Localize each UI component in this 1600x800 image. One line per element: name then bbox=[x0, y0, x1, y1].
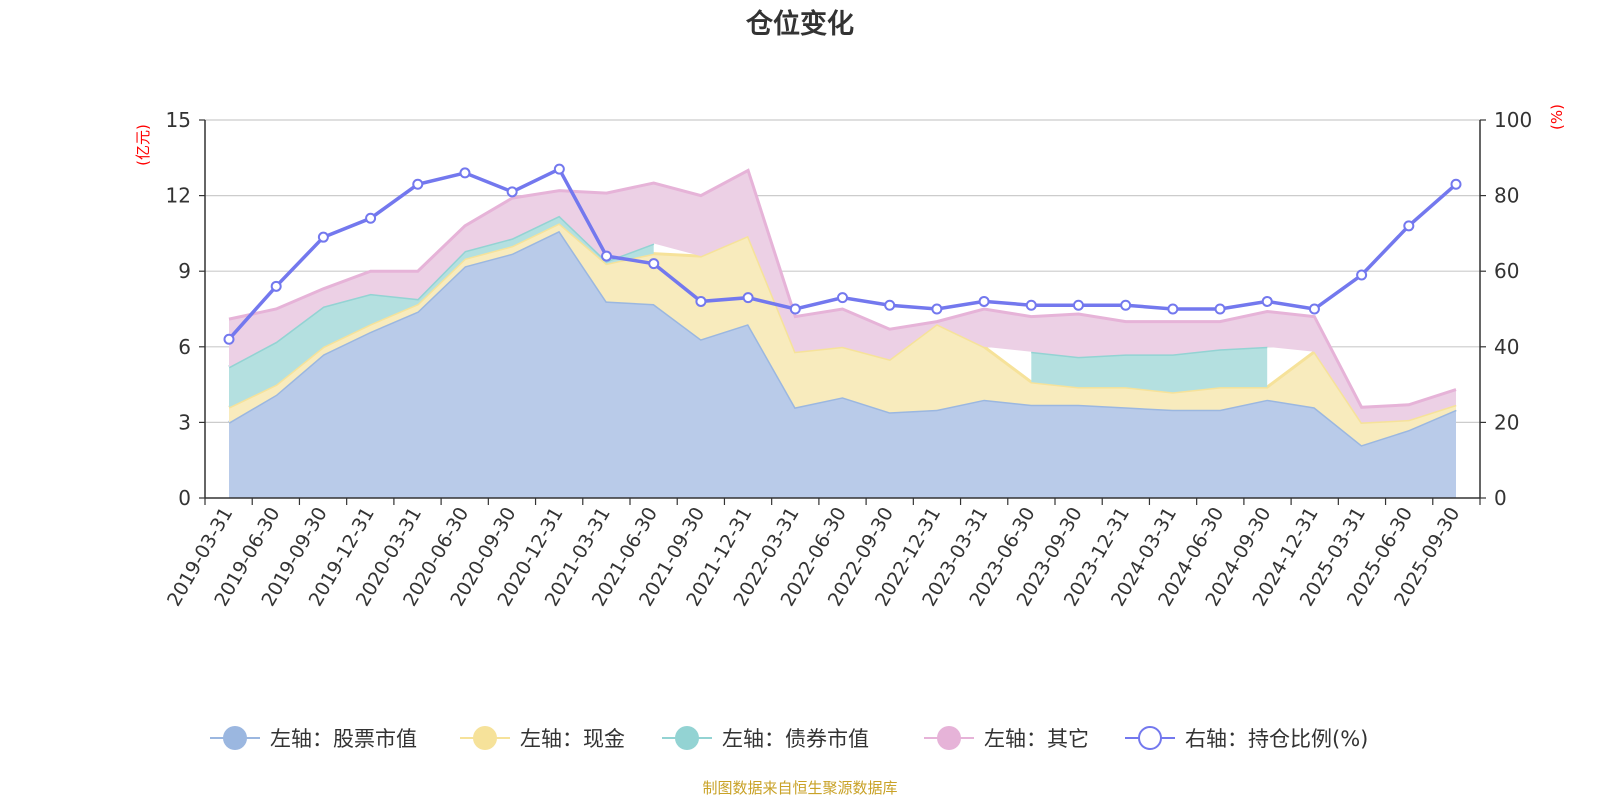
left-axis-tick-label: 6 bbox=[178, 335, 191, 359]
ratio-point[interactable] bbox=[978, 295, 990, 307]
ratio-point[interactable] bbox=[648, 258, 660, 270]
ratio-point[interactable] bbox=[1120, 299, 1132, 311]
legend-item[interactable]: 左轴：其它 bbox=[924, 726, 1089, 751]
left-axis-tick-label: 9 bbox=[178, 259, 191, 283]
chart-title: 仓位变化 bbox=[745, 8, 854, 40]
right-axis-tick-label: 80 bbox=[1494, 184, 1519, 208]
area-layer bbox=[228, 168, 1457, 498]
legend-label: 右轴：持仓比例(%) bbox=[1185, 727, 1368, 751]
legend-marker-icon bbox=[675, 726, 699, 750]
ratio-point[interactable] bbox=[412, 178, 424, 190]
line-layer bbox=[223, 163, 1462, 345]
ratio-point[interactable] bbox=[742, 292, 754, 304]
ratio-point[interactable] bbox=[931, 303, 943, 315]
left-axis-tick-label: 15 bbox=[166, 108, 191, 132]
ratio-point[interactable] bbox=[837, 292, 848, 304]
legend-marker-icon bbox=[223, 726, 247, 750]
right-axis-tick-label: 60 bbox=[1494, 259, 1519, 283]
ratio-point[interactable] bbox=[365, 212, 377, 224]
legend-marker-icon bbox=[1138, 726, 1162, 750]
right-axis-tick-label: 0 bbox=[1494, 486, 1507, 510]
ratio-point[interactable] bbox=[695, 295, 707, 307]
right-axis-tick-label: 100 bbox=[1494, 108, 1532, 132]
legend-label: 左轴：股票市值 bbox=[270, 727, 417, 751]
legend-item[interactable]: 左轴：现金 bbox=[460, 726, 625, 751]
ratio-point[interactable] bbox=[1450, 178, 1462, 190]
ratio-point[interactable] bbox=[1025, 299, 1037, 311]
legend-item[interactable]: 左轴：债券市值 bbox=[662, 726, 869, 751]
right-axis-tick-label: 20 bbox=[1494, 410, 1519, 434]
ratio-point[interactable] bbox=[459, 167, 471, 179]
ratio-point[interactable] bbox=[1167, 303, 1179, 315]
ratio-point[interactable] bbox=[789, 303, 801, 315]
right-axis-tick-label: 40 bbox=[1494, 335, 1519, 359]
legend-item[interactable]: 左轴：股票市值 bbox=[210, 726, 417, 751]
ratio-point[interactable] bbox=[270, 280, 282, 292]
ratio-point[interactable] bbox=[884, 299, 896, 311]
ratio-point[interactable] bbox=[1261, 295, 1273, 307]
source-note: 制图数据来自恒生聚源数据库 bbox=[702, 779, 897, 797]
ratio-point[interactable] bbox=[1072, 299, 1084, 311]
right-axis-unit: (%) bbox=[1548, 104, 1566, 130]
ratio-point[interactable] bbox=[506, 186, 518, 198]
left-axis-tick-label: 3 bbox=[178, 410, 191, 434]
legend-marker-icon bbox=[937, 726, 961, 750]
ratio-point[interactable] bbox=[601, 250, 613, 262]
left-axis-tick-label: 0 bbox=[178, 486, 191, 510]
ratio-point[interactable] bbox=[1403, 220, 1415, 232]
left-axis-tick-label: 12 bbox=[166, 184, 191, 208]
legend[interactable]: 左轴：股票市值 左轴：现金 左轴：债券市值 左轴：其它 右轴：持仓比例(%) bbox=[210, 726, 1368, 751]
area-edge-3 bbox=[228, 168, 1457, 409]
ratio-point[interactable] bbox=[1356, 269, 1368, 281]
legend-label: 左轴：其它 bbox=[984, 727, 1089, 751]
area-2 bbox=[1031, 346, 1268, 393]
legend-label: 左轴：债券市值 bbox=[722, 727, 869, 751]
ratio-point[interactable] bbox=[223, 333, 235, 345]
ratio-point[interactable] bbox=[1214, 303, 1226, 315]
ratio-point[interactable] bbox=[1308, 303, 1320, 315]
legend-marker-icon bbox=[473, 726, 497, 750]
legend-item[interactable]: 右轴：持仓比例(%) bbox=[1125, 726, 1368, 751]
legend-label: 左轴：现金 bbox=[520, 727, 625, 751]
ratio-point[interactable] bbox=[553, 163, 565, 175]
left-axis-unit: (亿元) bbox=[134, 124, 152, 166]
area-0 bbox=[229, 230, 1456, 498]
ratio-point[interactable] bbox=[317, 231, 329, 243]
